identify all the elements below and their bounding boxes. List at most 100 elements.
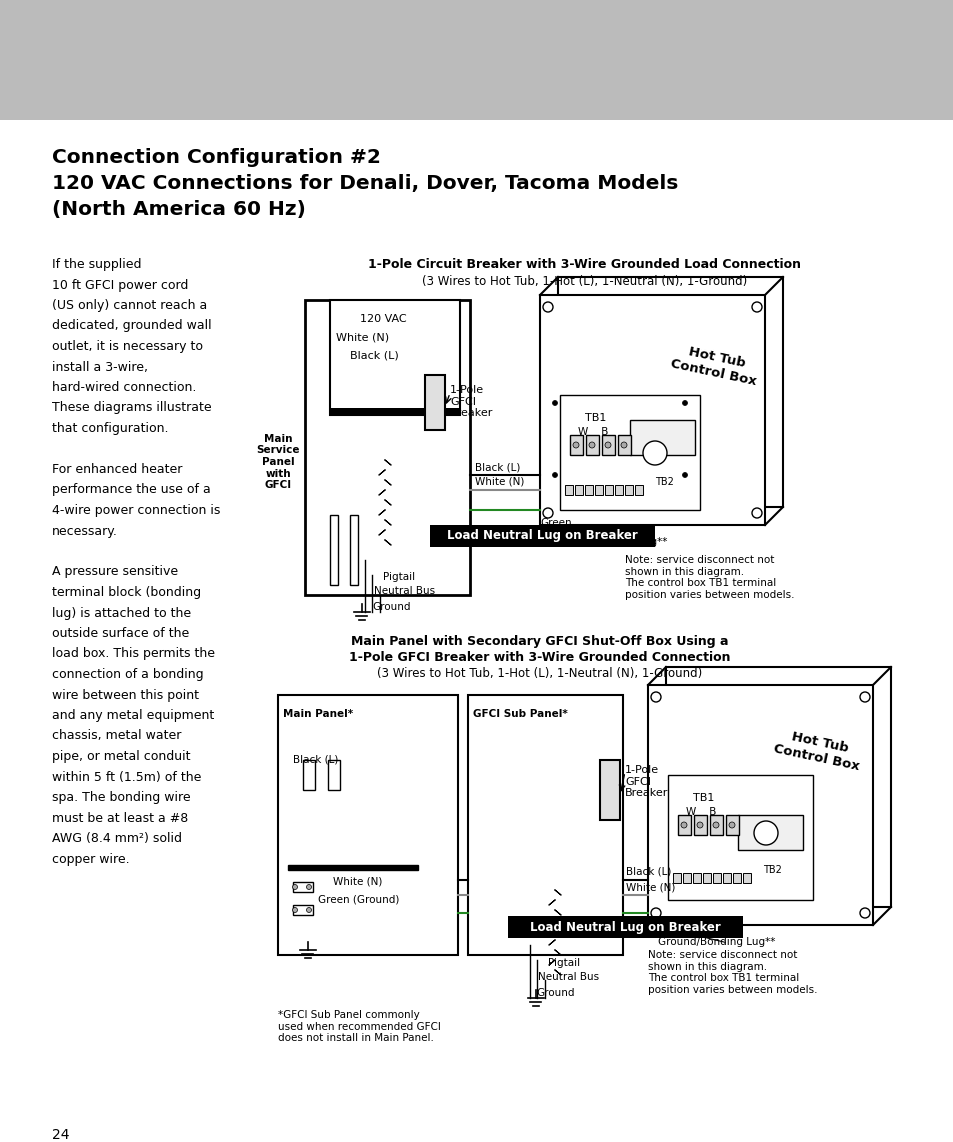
Circle shape [293,885,297,890]
Bar [330,408,459,415]
Circle shape [751,508,761,518]
Circle shape [542,508,553,518]
Circle shape [588,442,595,448]
Bar [558,278,782,507]
Text: AWG (8.4 mm²) solid: AWG (8.4 mm²) solid [52,833,182,845]
Circle shape [697,822,702,828]
Circle shape [552,401,557,405]
Text: 1-Pole GFCI Breaker with 3-Wire Grounded Connection: 1-Pole GFCI Breaker with 3-Wire Grounded… [349,651,730,664]
Bar [569,435,582,455]
Bar [732,872,740,883]
Bar [427,377,444,428]
Bar [742,872,750,883]
Text: (3 Wires to Hot Tub, 1-Hot (L), 1-Neutral (N), 1-Ground): (3 Wires to Hot Tub, 1-Hot (L), 1-Neutra… [422,275,747,288]
Text: GFCI Sub Panel*: GFCI Sub Panel* [473,709,567,719]
Text: 1-Pole
GFCI
Breaker: 1-Pole GFCI Breaker [450,385,493,418]
Bar [667,775,812,900]
Text: White (N): White (N) [333,877,382,887]
Circle shape [573,442,578,448]
Text: 10 ft GFCI power cord: 10 ft GFCI power cord [52,279,188,291]
Text: lug) is attached to the: lug) is attached to the [52,606,191,619]
Text: Pigtail: Pigtail [382,572,415,582]
Circle shape [306,908,312,912]
Text: terminal block (bonding: terminal block (bonding [52,586,201,600]
Text: copper wire.: copper wire. [52,852,130,866]
Text: (North America 60 Hz): (North America 60 Hz) [52,200,306,219]
Circle shape [712,822,719,828]
Bar [507,916,742,938]
Circle shape [681,473,687,477]
Bar [629,420,695,455]
Circle shape [604,442,610,448]
Bar [277,695,457,955]
Text: Load Neutral Lug on Breaker: Load Neutral Lug on Breaker [446,530,637,542]
Text: outlet, it is necessary to: outlet, it is necessary to [52,340,203,353]
Circle shape [650,692,660,702]
Text: Load Neutral Lug on Breaker: Load Neutral Lug on Breaker [529,920,720,933]
Text: necessary.: necessary. [52,524,118,538]
Text: chassis, metal water: chassis, metal water [52,730,181,742]
Bar [595,485,602,494]
Text: A pressure sensitive: A pressure sensitive [52,565,178,579]
Bar [678,815,690,835]
Text: Green: Green [539,518,571,528]
Bar [738,815,802,850]
Circle shape [642,441,666,465]
Text: and any metal equipment: and any metal equipment [52,709,214,722]
Text: Main Panel*: Main Panel* [283,709,353,719]
Text: 1-Pole
GFCI
Breaker: 1-Pole GFCI Breaker [624,765,668,798]
Bar [665,667,890,907]
Text: Hot Tub
Control Box: Hot Tub Control Box [772,727,862,773]
Bar [725,815,739,835]
Bar [682,872,690,883]
Text: Main
Service
Panel
with
GFCI: Main Service Panel with GFCI [256,434,299,490]
Text: Black (L): Black (L) [475,463,519,472]
Text: Black (L): Black (L) [350,349,398,360]
Bar [430,525,655,547]
Circle shape [293,908,297,912]
Text: TB1: TB1 [692,793,714,803]
Bar [305,300,470,595]
Circle shape [680,822,686,828]
Bar [624,485,633,494]
Bar [672,872,680,883]
Circle shape [542,301,553,312]
Text: Green (Ground): Green (Ground) [317,895,399,904]
Text: Connection Configuration #2: Connection Configuration #2 [52,148,380,167]
Text: dedicated, grounded wall: dedicated, grounded wall [52,320,212,332]
Text: load box. This permits the: load box. This permits the [52,648,214,660]
Bar [722,872,730,883]
Text: Ground: Ground [536,988,574,998]
Text: These diagrams illustrate: These diagrams illustrate [52,402,212,415]
Text: TB2: TB2 [762,864,781,875]
Text: 120 VAC Connections for Denali, Dover, Tacoma Models: 120 VAC Connections for Denali, Dover, T… [52,174,678,193]
Circle shape [620,442,626,448]
Circle shape [751,301,761,312]
Bar [635,485,642,494]
Text: hard-wired connection.: hard-wired connection. [52,381,196,394]
Circle shape [753,821,778,845]
Bar [599,759,619,820]
Text: performance the use of a: performance the use of a [52,483,211,497]
Bar [539,295,764,525]
Bar [0,0,953,120]
Text: White (N): White (N) [625,882,675,892]
Text: Pigtail: Pigtail [547,958,579,968]
Bar [585,435,598,455]
Text: outside surface of the: outside surface of the [52,627,189,640]
Text: White (N): White (N) [335,332,389,341]
Bar [288,864,417,870]
Text: must be at least a #8: must be at least a #8 [52,812,188,825]
Bar [559,395,700,510]
Text: connection of a bonding: connection of a bonding [52,668,203,681]
Circle shape [859,908,869,918]
Text: Black (L): Black (L) [293,755,338,765]
Text: Ground: Ground [372,602,410,612]
Text: 4-wire power connection is: 4-wire power connection is [52,504,220,517]
Text: within 5 ft (1.5m) of the: within 5 ft (1.5m) of the [52,771,201,783]
Text: Ground/Bonding Lug**: Ground/Bonding Lug** [658,936,775,947]
Bar [350,515,357,585]
Text: Ground/Bonding Lug**: Ground/Bonding Lug** [550,537,667,547]
Bar [293,882,313,892]
Text: W    B: W B [578,427,608,437]
